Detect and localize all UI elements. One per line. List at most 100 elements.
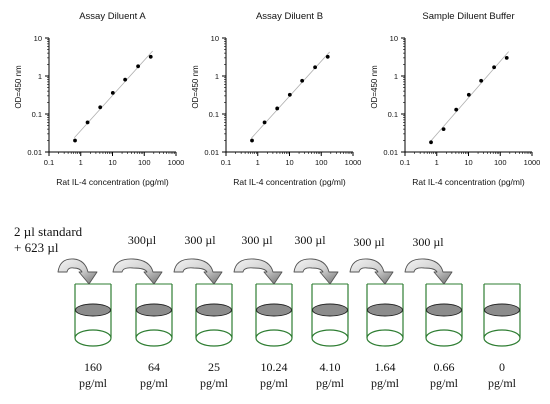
- chart-title: Assay Diluent B: [256, 11, 323, 22]
- y-tick-label: 10: [211, 34, 219, 43]
- data-point: [313, 65, 317, 70]
- liquid-surface: [484, 303, 520, 317]
- x-tick-label: 100: [138, 158, 151, 167]
- transfer-arrow-3: [233, 258, 283, 285]
- data-point: [504, 55, 509, 60]
- concentration-value: 160: [84, 360, 102, 374]
- transfer-arrow-1: [112, 258, 163, 285]
- tube-1: 160 pg/ml: [74, 283, 112, 390]
- data-point: [479, 78, 484, 83]
- transfer-volume-label: 300 µl: [184, 233, 216, 247]
- x-tick-label: 10: [108, 158, 116, 167]
- tube-bottom: [366, 329, 404, 347]
- x-tick-label: 100: [315, 158, 328, 167]
- data-point: [466, 92, 471, 97]
- y-tick-label: 10: [34, 34, 42, 43]
- x-tick-label: 1: [256, 158, 260, 167]
- concentration-unit: pg/ml: [488, 376, 517, 390]
- concentration-value: 1.64: [375, 360, 396, 374]
- x-tick-label: 10: [464, 158, 472, 167]
- data-point: [98, 105, 103, 110]
- transfer-volume-label: 300 µl: [294, 233, 326, 247]
- concentration-unit: pg/ml: [260, 376, 289, 390]
- dilution-scheme: 2 µl standard+ 623 µl 160 pg/ml 64 pg/ml 25 pg…: [14, 224, 521, 390]
- data-point: [275, 106, 280, 111]
- transfer-volume-label: 300µl: [128, 233, 157, 247]
- data-point: [300, 78, 305, 83]
- data-point: [110, 90, 115, 95]
- concentration-value: 0.66: [434, 360, 455, 374]
- y-tick-label: 0.1: [209, 110, 219, 119]
- concentration-unit: pg/ml: [140, 376, 169, 390]
- x-tick-label: 0.1: [44, 158, 54, 167]
- tube-bottom: [425, 329, 463, 347]
- y-tick-label: 1: [38, 72, 42, 81]
- tube-bottom: [255, 329, 293, 347]
- data-point: [325, 54, 330, 59]
- x-tick-label: 1000: [168, 158, 185, 167]
- data-point: [262, 120, 267, 125]
- tube-bottom: [135, 329, 173, 347]
- data-point: [136, 64, 140, 69]
- tube-7: 0.66 pg/ml: [425, 283, 463, 390]
- concentration-unit: pg/ml: [79, 376, 108, 390]
- y-tick-label: 0.1: [388, 110, 398, 119]
- y-tick-label: 0.1: [32, 110, 42, 119]
- chart-title: Sample Diluent Buffer: [422, 11, 514, 22]
- x-tick-label: 0.1: [400, 158, 410, 167]
- concentration-value: 4.10: [320, 360, 341, 374]
- tube-bottom: [311, 329, 349, 347]
- y-axis-label: OD=450 nm: [14, 65, 23, 109]
- data-point: [454, 107, 459, 112]
- x-tick-label: 100: [494, 158, 507, 167]
- data-point: [287, 92, 292, 97]
- tube-bottom: [74, 329, 112, 347]
- y-axis-label: OD=450 nm: [191, 65, 200, 109]
- concentration-value: 25: [208, 360, 220, 374]
- concentration-unit: pg/ml: [316, 376, 345, 390]
- data-point: [429, 140, 433, 145]
- x-axis-label: Rat IL-4 concentration (pg/ml): [412, 177, 525, 187]
- concentration-unit: pg/ml: [200, 376, 229, 390]
- liquid-surface: [367, 303, 403, 317]
- chart-title: Assay Diluent A: [79, 11, 146, 22]
- concentration-unit: pg/ml: [430, 376, 459, 390]
- transfer-arrow-5: [349, 258, 394, 285]
- y-tick-label: 0.01: [27, 148, 42, 157]
- x-tick-label: 1: [79, 158, 83, 167]
- liquid-surface: [196, 303, 232, 317]
- transfer-volume-label: 300 µl: [412, 235, 444, 249]
- transfer-volume-label: 300 µl: [241, 233, 273, 247]
- start-text-line-2: + 623 µl: [14, 240, 59, 255]
- x-tick-label: 10: [285, 158, 293, 167]
- tube-2: 64 pg/ml: [135, 283, 173, 390]
- tube-bottom: [483, 329, 521, 347]
- transfer-arrow-6: [404, 258, 453, 285]
- y-tick-label: 0.01: [383, 148, 398, 157]
- concentration-value: 0: [499, 360, 505, 374]
- data-point: [85, 120, 90, 125]
- x-tick-label: 1: [435, 158, 439, 167]
- data-point: [441, 127, 446, 132]
- concentration-value: 64: [148, 360, 160, 374]
- liquid-surface: [75, 303, 111, 317]
- data-point: [123, 77, 128, 82]
- data-point: [250, 138, 254, 143]
- x-tick-label: 1000: [345, 158, 362, 167]
- y-tick-label: 0.01: [204, 148, 219, 157]
- x-tick-label: 1000: [524, 158, 541, 167]
- liquid-surface: [312, 303, 348, 317]
- y-axis-label: OD=450 nm: [370, 65, 379, 109]
- transfer-arrow-2: [173, 258, 223, 285]
- data-point: [492, 65, 496, 70]
- x-axis-label: Rat IL-4 concentration (pg/ml): [233, 177, 346, 187]
- transfer-arrow-4: [293, 258, 339, 285]
- y-tick-label: 1: [215, 72, 219, 81]
- concentration-unit: pg/ml: [371, 376, 400, 390]
- data-point: [73, 138, 77, 143]
- liquid-surface: [426, 303, 462, 317]
